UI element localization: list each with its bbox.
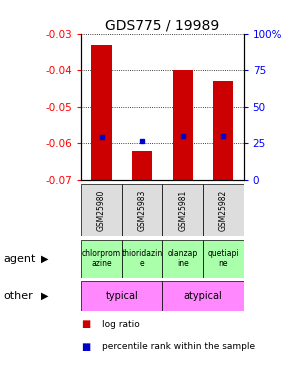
- Bar: [162, 281, 244, 311]
- Bar: [162, 184, 203, 236]
- Text: ▶: ▶: [41, 254, 48, 264]
- Text: olanzap
ine: olanzap ine: [168, 249, 198, 268]
- Text: quetiapi
ne: quetiapi ne: [207, 249, 239, 268]
- Bar: [91, 45, 112, 180]
- Bar: [122, 184, 162, 236]
- Text: agent: agent: [3, 254, 35, 264]
- Text: GSM25980: GSM25980: [97, 189, 106, 231]
- Bar: [162, 240, 203, 278]
- Bar: [122, 240, 162, 278]
- Bar: [81, 184, 122, 236]
- Text: ■: ■: [81, 320, 90, 329]
- Text: atypical: atypical: [184, 291, 222, 301]
- Text: log ratio: log ratio: [102, 320, 139, 329]
- Bar: [173, 70, 193, 180]
- Text: percentile rank within the sample: percentile rank within the sample: [102, 342, 255, 351]
- Text: GSM25983: GSM25983: [137, 189, 147, 231]
- Bar: [132, 151, 152, 180]
- Bar: [81, 240, 122, 278]
- Text: ▶: ▶: [41, 291, 48, 301]
- Bar: [81, 281, 162, 311]
- Text: thioridazin
e: thioridazin e: [122, 249, 163, 268]
- Bar: [203, 184, 244, 236]
- Text: chlorprom
azine: chlorprom azine: [82, 249, 121, 268]
- Bar: [203, 240, 244, 278]
- Text: other: other: [3, 291, 33, 301]
- Text: GSM25982: GSM25982: [219, 189, 228, 231]
- Bar: [213, 81, 233, 180]
- Text: typical: typical: [106, 291, 138, 301]
- Text: GSM25981: GSM25981: [178, 189, 187, 231]
- Title: GDS775 / 19989: GDS775 / 19989: [105, 19, 220, 33]
- Text: ■: ■: [81, 342, 90, 352]
